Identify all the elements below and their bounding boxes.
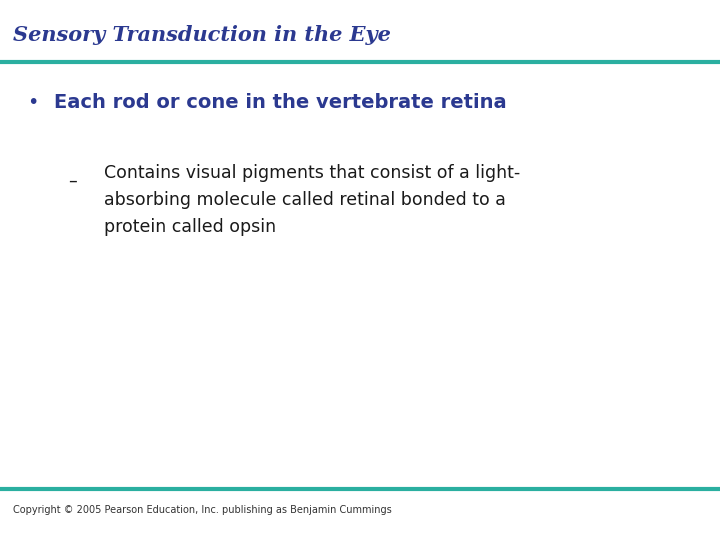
Text: protein called opsin: protein called opsin [104, 218, 276, 236]
Text: Each rod or cone in the vertebrate retina: Each rod or cone in the vertebrate retin… [54, 93, 507, 112]
Text: absorbing molecule called retinal bonded to a: absorbing molecule called retinal bonded… [104, 191, 506, 209]
Text: •: • [27, 93, 39, 112]
Text: Sensory Transduction in the Eye: Sensory Transduction in the Eye [13, 25, 391, 45]
Text: Copyright © 2005 Pearson Education, Inc. publishing as Benjamin Cummings: Copyright © 2005 Pearson Education, Inc.… [13, 505, 392, 515]
Text: –: – [68, 172, 77, 190]
Text: Contains visual pigments that consist of a light-: Contains visual pigments that consist of… [104, 164, 521, 182]
